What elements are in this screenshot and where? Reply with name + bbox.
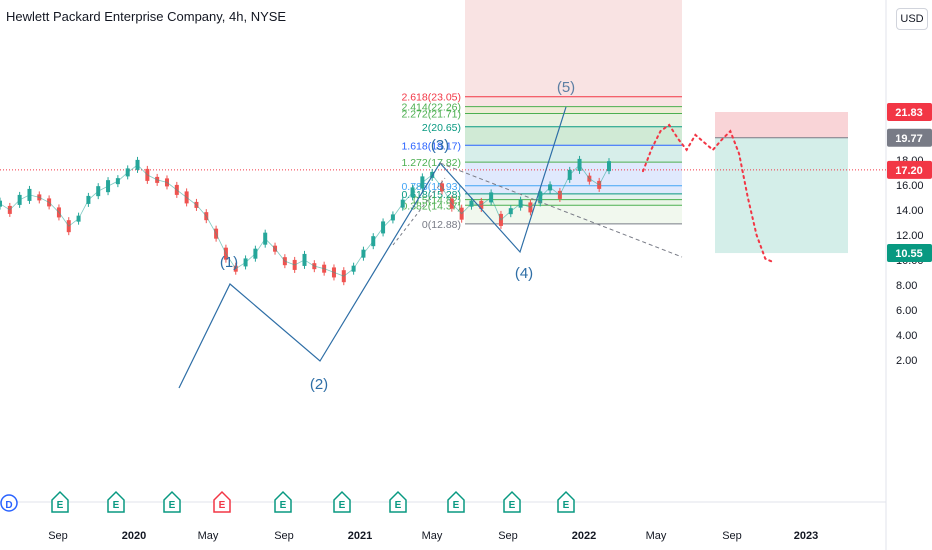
earnings-marker — [163, 490, 181, 513]
earnings-marker-label: D — [5, 500, 12, 511]
fib-level-label: 0(12.88) — [422, 219, 461, 231]
fib-level-label: 2(20.65) — [422, 122, 461, 134]
x-tick-label: 2020 — [122, 530, 146, 542]
fib-zone — [465, 106, 682, 114]
fib-level-label: 1.618(19.17) — [401, 140, 461, 152]
earnings-marker — [274, 490, 292, 513]
price-line — [0, 164, 610, 277]
earnings-marker — [557, 490, 575, 513]
price-label: 17.20 — [895, 165, 923, 177]
earnings-marker-label: E — [219, 500, 226, 511]
wave-label: (5) — [557, 79, 575, 96]
wave-label: (2) — [310, 376, 328, 393]
x-tick-label: May — [198, 530, 219, 542]
fib-level-label: 2.618(23.05) — [401, 92, 461, 104]
earnings-marker-label: E — [395, 500, 402, 511]
take-profit-zone — [715, 137, 848, 254]
earnings-marker — [213, 490, 231, 513]
y-tick-label: 6.00 — [896, 305, 917, 317]
price-label-bg — [887, 103, 932, 122]
earnings-marker-label: E — [453, 500, 460, 511]
price-label-bg — [887, 160, 932, 179]
fib-level-label: 0.786(15.93) — [401, 181, 461, 193]
x-tick-label: Sep — [48, 530, 68, 542]
candle-body — [0, 200, 2, 207]
dividend-marker — [0, 494, 18, 512]
currency-button[interactable]: USD — [896, 8, 928, 30]
fib-level-label: 0.382(14.37) — [401, 200, 461, 212]
fib-zone — [465, 126, 682, 146]
earnings-marker — [447, 490, 465, 513]
fib-zone — [465, 193, 682, 200]
fib-zone — [465, 162, 682, 186]
earnings-marker — [503, 490, 521, 513]
earnings-marker-label: E — [339, 500, 346, 511]
stop-loss-zone — [715, 112, 848, 138]
fib-zone — [465, 199, 682, 206]
price-label: 10.55 — [895, 248, 923, 260]
fib-level-label: 1.272(17.82) — [401, 157, 461, 169]
fib-level-label: 2.272(21.71) — [401, 109, 461, 121]
x-tick-label: 2023 — [794, 530, 818, 542]
projection-path — [642, 123, 775, 264]
earnings-marker-label: E — [169, 500, 176, 511]
fib-zone-top — [465, 0, 682, 97]
x-tick-label: Sep — [722, 530, 742, 542]
trendline-dashed — [439, 162, 683, 258]
fib-level-label: 0.5(14.82) — [413, 195, 461, 207]
fib-zone — [465, 113, 682, 127]
earnings-marker — [333, 490, 351, 513]
x-tick-label: Sep — [274, 530, 294, 542]
earnings-marker-label: E — [113, 500, 120, 511]
elliott-wave-line — [178, 106, 567, 389]
price-label-bg — [887, 128, 932, 147]
fib-level-label: 0.618(15.28) — [401, 189, 461, 201]
y-tick-label: 14.00 — [896, 205, 924, 217]
earnings-marker-label: E — [280, 500, 287, 511]
x-tick-label: Sep — [498, 530, 518, 542]
y-tick-label: 4.00 — [896, 330, 917, 342]
price-label-bg — [887, 244, 932, 263]
fib-zone — [465, 96, 682, 107]
price-label: 19.77 — [895, 133, 923, 145]
fib-zone — [465, 185, 682, 194]
earnings-marker-label: E — [509, 500, 516, 511]
price-label: 21.83 — [895, 107, 923, 119]
x-tick-label: May — [422, 530, 443, 542]
x-tick-label: May — [646, 530, 667, 542]
y-tick-label: 8.00 — [896, 280, 917, 292]
fib-zone — [465, 145, 682, 163]
wave-label: (4) — [515, 265, 533, 282]
y-tick-label: 2.00 — [896, 355, 917, 367]
fib-trend-dashed — [392, 177, 446, 246]
earnings-marker — [389, 490, 407, 513]
earnings-marker — [51, 490, 69, 513]
earnings-marker — [107, 490, 125, 513]
wave-label: (3) — [431, 137, 449, 154]
x-tick-label: 2022 — [572, 530, 596, 542]
earnings-marker-label: E — [57, 500, 64, 511]
y-tick-label: 16.00 — [896, 180, 924, 192]
chart-title: Hewlett Packard Enterprise Company, 4h, … — [6, 9, 287, 24]
y-tick-label: 12.00 — [896, 230, 924, 242]
fib-level-label: 2.414(22.26) — [401, 102, 461, 114]
wave-label: (1) — [220, 254, 238, 271]
earnings-marker-label: E — [563, 500, 570, 511]
x-tick-label: 2021 — [348, 530, 372, 542]
